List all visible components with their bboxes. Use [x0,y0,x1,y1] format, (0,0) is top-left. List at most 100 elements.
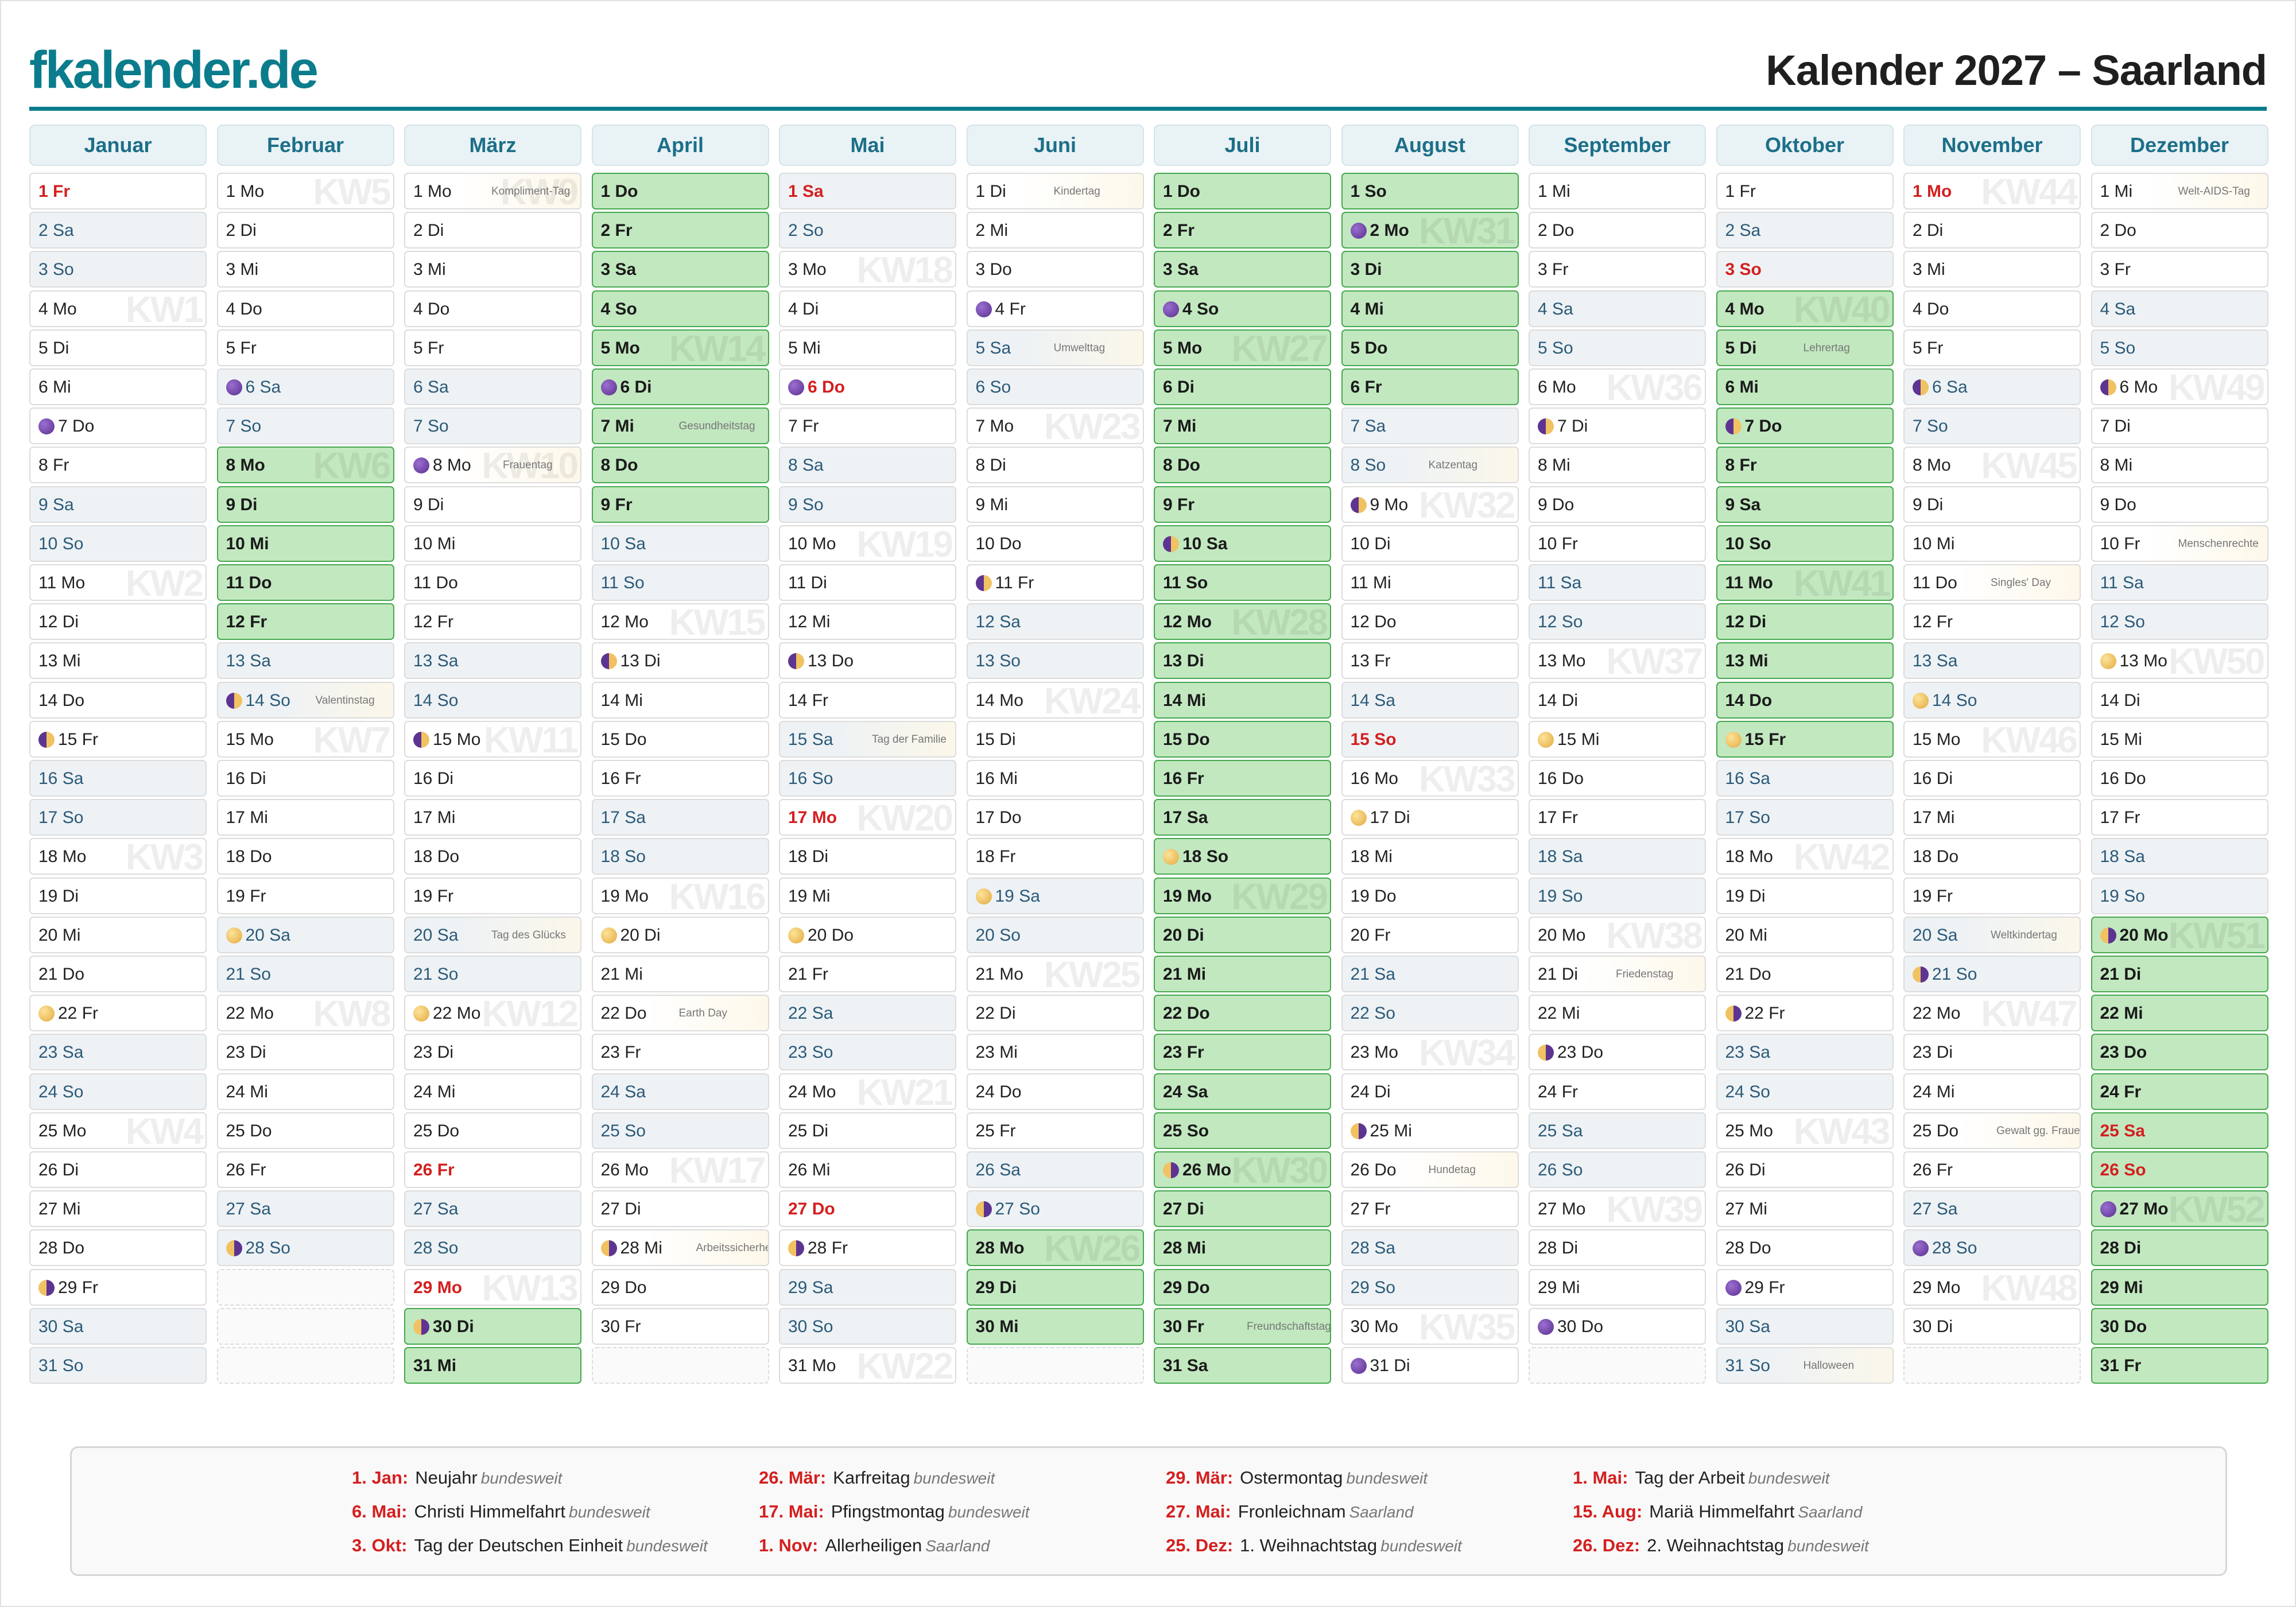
day-cell[interactable]: 4 Do [1903,290,2081,327]
day-cell[interactable]: 2 Do [1529,212,1706,249]
day-cell[interactable]: 15 Mi [1529,720,1706,758]
day-cell[interactable]: KW13 29 Mo [404,1268,581,1306]
day-cell[interactable]: 28 Di [2091,1229,2268,1267]
day-cell[interactable]: 25 So [1154,1112,1331,1149]
day-cell[interactable]: 12 Di [1716,603,1894,641]
day-cell[interactable]: KW34 23 Mo [1341,1034,1519,1071]
day-cell[interactable]: 11 Di [779,564,956,601]
day-cell[interactable]: 30 Do [2091,1307,2268,1345]
day-cell[interactable]: 5 Di Lehrertag [1716,329,1894,366]
day-cell[interactable]: 9 Di [1903,486,2081,523]
day-cell[interactable]: 25 Do [404,1112,581,1149]
day-cell[interactable]: 26 Di [1716,1151,1894,1188]
day-cell[interactable]: 29 Do [1154,1268,1331,1306]
day-cell[interactable]: 21 So [404,956,581,992]
day-cell[interactable]: 24 Do [966,1073,1144,1110]
day-cell[interactable]: 11 Do [216,564,394,601]
day-cell[interactable]: 24 So [1716,1073,1894,1110]
day-cell[interactable]: 27 Di [1154,1190,1331,1228]
day-cell[interactable]: 14 So [1903,681,2081,719]
day-cell[interactable]: 9 Sa [1716,486,1894,523]
day-cell[interactable]: 21 Mi [591,956,769,992]
day-cell[interactable]: 6 Sa [404,368,581,405]
day-cell[interactable]: 15 Di [966,720,1144,758]
day-cell[interactable]: 29 Do [591,1268,769,1306]
day-cell[interactable]: 2 Sa [29,212,207,249]
day-cell[interactable]: 27 So [966,1190,1144,1228]
day-cell[interactable]: 6 Do [779,368,956,405]
day-cell[interactable]: KW41 11 Mo [1716,564,1894,601]
day-cell[interactable]: 9 Sa [29,486,207,523]
day-cell[interactable]: 5 Do [1341,329,1519,366]
day-cell[interactable]: KW28 12 Mo [1154,603,1331,641]
day-cell[interactable]: 5 Fr [216,329,394,366]
day-cell[interactable]: 5 So [2091,329,2268,366]
day-cell[interactable]: 9 Mi [966,486,1144,523]
day-cell[interactable]: 21 Di Friedenstag [1529,956,1706,992]
day-cell[interactable]: 20 Di [591,916,769,953]
day-cell[interactable]: 30 So [779,1307,956,1345]
day-cell[interactable]: 1 Sa [779,173,956,209]
day-cell[interactable]: 30 Fr Freundschaftstag [1154,1307,1331,1345]
day-cell[interactable]: 9 Fr [1154,486,1331,523]
day-cell[interactable]: 13 Fr [1341,642,1519,680]
day-cell[interactable]: 30 Sa [1716,1307,1894,1345]
day-cell[interactable]: KW7 15 Mo [216,720,394,758]
day-cell[interactable]: 19 Sa [966,877,1144,914]
day-cell[interactable]: 14 Di [2091,681,2268,719]
day-cell[interactable]: 24 Mi [404,1073,581,1110]
day-cell[interactable]: KW2 11 Mo [29,564,207,601]
day-cell[interactable]: 8 Do [591,447,769,484]
day-cell[interactable]: 21 So [1903,956,2081,992]
day-cell[interactable]: 31 So [29,1347,207,1384]
day-cell[interactable]: KW12 22 Mo [404,995,581,1032]
day-cell[interactable]: 7 Fr [779,407,956,445]
day-cell[interactable]: 16 Sa [29,760,207,797]
day-cell[interactable]: 5 Di [29,329,207,366]
day-cell[interactable]: 25 Di [779,1112,956,1149]
day-cell[interactable]: 23 Sa [1716,1034,1894,1071]
day-cell[interactable]: 7 So [216,407,394,445]
day-cell[interactable]: 13 Di [591,642,769,680]
day-cell[interactable]: 22 So [1341,995,1519,1032]
day-cell[interactable]: 18 Fr [966,838,1144,875]
day-cell[interactable]: KW1 4 Mo [29,290,207,327]
day-cell[interactable]: 1 Mi [1529,173,1706,209]
day-cell[interactable]: 7 So [404,407,581,445]
day-cell[interactable]: 31 Sa [1154,1347,1331,1384]
day-cell[interactable]: 29 Fr [29,1268,207,1306]
day-cell[interactable]: KW24 14 Mo [966,681,1144,719]
day-cell[interactable]: 7 So [1903,407,2081,445]
day-cell[interactable]: 26 Fr [216,1151,394,1188]
day-cell[interactable]: 19 Do [1341,877,1519,914]
day-cell[interactable]: 21 Do [1716,956,1894,992]
day-cell[interactable]: 3 So [1716,251,1894,288]
day-cell[interactable]: 3 Fr [2091,251,2268,288]
day-cell[interactable]: 10 Do [966,525,1144,562]
day-cell[interactable]: 30 Fr [591,1307,769,1345]
logo[interactable]: fkalender.de [29,41,319,99]
day-cell[interactable]: 19 Di [29,877,207,914]
day-cell[interactable]: 26 Fr [1903,1151,2081,1188]
day-cell[interactable]: KW50 13 Mo [2091,642,2268,680]
day-cell[interactable]: 3 Do [966,251,1144,288]
day-cell[interactable]: 17 So [1716,799,1894,836]
day-cell[interactable]: 13 Di [1154,642,1331,680]
day-cell[interactable]: KW19 10 Mo [779,525,956,562]
day-cell[interactable]: KW30 26 Mo [1154,1151,1331,1188]
day-cell[interactable]: KW16 19 Mo [591,877,769,914]
day-cell[interactable]: KW48 29 Mo [1903,1268,2081,1306]
day-cell[interactable]: 11 So [591,564,769,601]
day-cell[interactable]: 5 Fr [404,329,581,366]
day-cell[interactable]: 6 Mi [1716,368,1894,405]
day-cell[interactable]: 24 Mi [216,1073,394,1110]
day-cell[interactable]: 1 Di Kindertag [966,173,1144,209]
day-cell[interactable]: 25 Do Gewalt gg. Frauen [1903,1112,2081,1149]
day-cell[interactable]: 3 Mi [216,251,394,288]
day-cell[interactable]: 23 Sa [29,1034,207,1071]
day-cell[interactable]: 26 So [1529,1151,1706,1188]
day-cell[interactable]: KW8 22 Mo [216,995,394,1032]
day-cell[interactable]: 16 Di [1903,760,2081,797]
day-cell[interactable]: 22 Fr [29,995,207,1032]
day-cell[interactable]: 28 Do [29,1229,207,1267]
